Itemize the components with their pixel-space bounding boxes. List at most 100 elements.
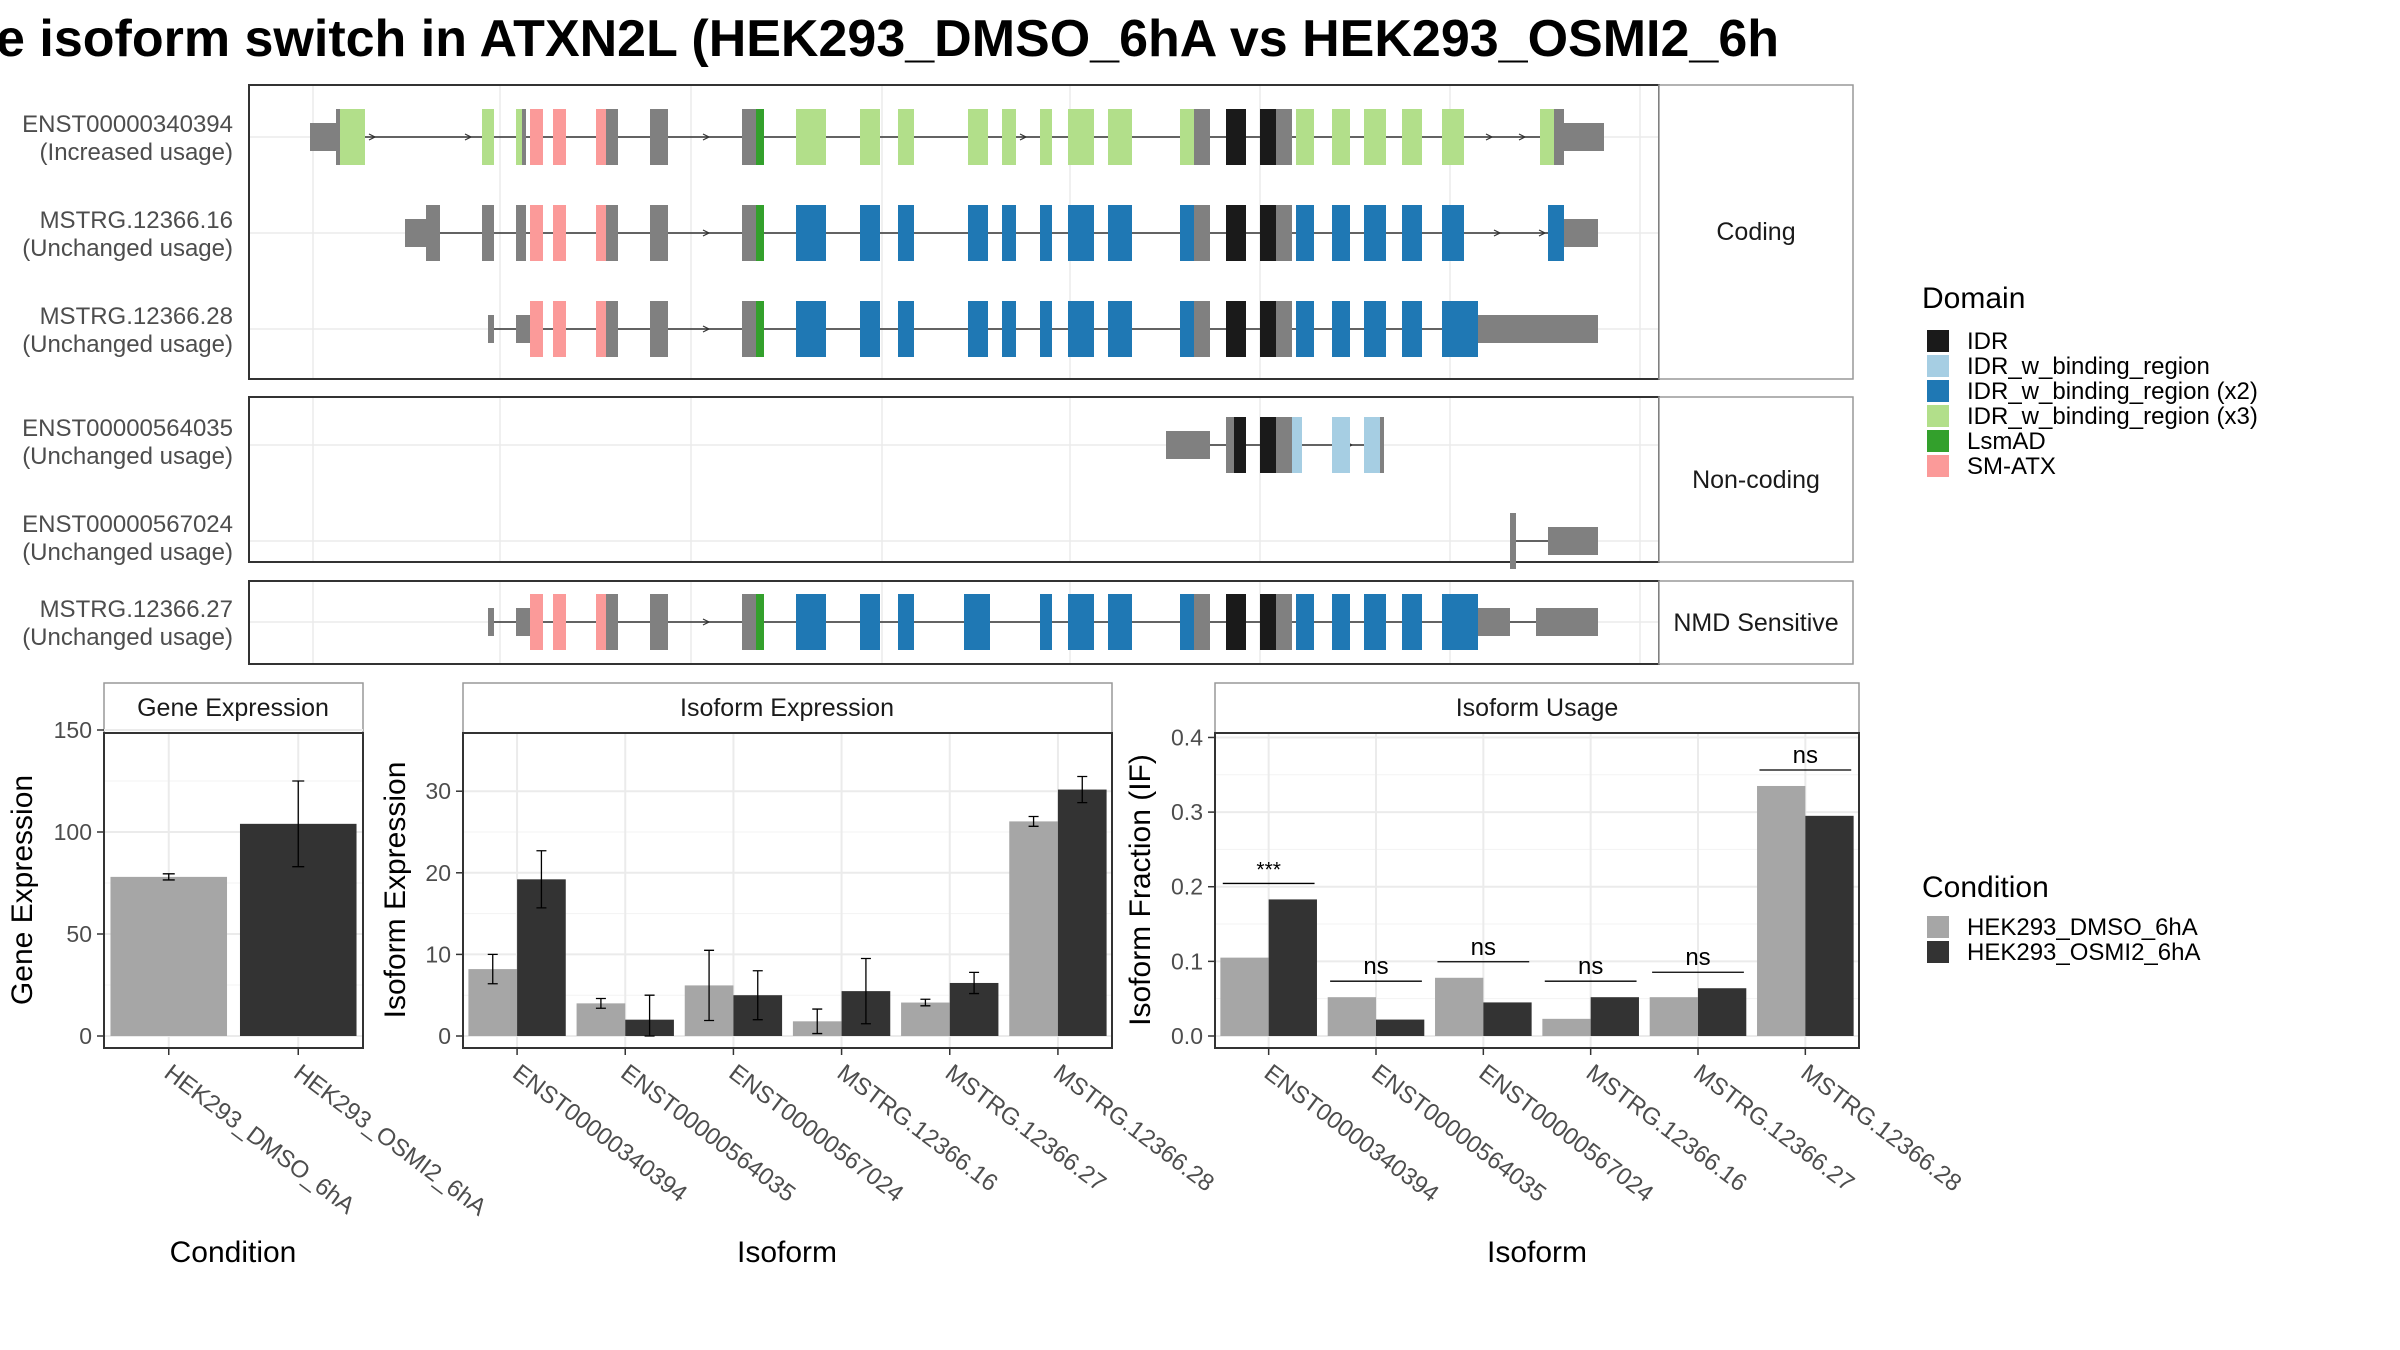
exon-block: [1068, 205, 1094, 261]
exon-block: [1364, 594, 1386, 650]
exon-block: [1548, 205, 1564, 261]
exon-block: [530, 205, 543, 261]
exon-block: [530, 301, 543, 357]
significance-label: ns: [1578, 953, 1603, 980]
exon-block: [1002, 205, 1016, 261]
y-tick-label: 150: [54, 717, 92, 743]
bar: [110, 876, 228, 1036]
exon-block: [1380, 417, 1384, 473]
exon-block: [1478, 608, 1510, 636]
error-bar: [860, 957, 871, 1025]
exon-block: [1040, 205, 1052, 261]
transcript-id-label: MSTRG.12366.16: [40, 207, 233, 234]
transcript-usage-label: (Unchanged usage): [22, 539, 233, 566]
exon-block: [650, 301, 668, 357]
exon-block: [516, 608, 530, 636]
exon-block: [1510, 513, 1516, 569]
domain-legend-label: IDR: [1967, 328, 2008, 355]
exon-block: [650, 205, 668, 261]
exon-block: [606, 301, 618, 357]
exon-block: [1296, 594, 1314, 650]
facet-strip-nmd: [1658, 580, 1854, 665]
exon-block: [488, 608, 494, 636]
y-tick-label: 30: [425, 778, 451, 804]
condition-legend-swatch: [1927, 941, 1949, 963]
isoform-usage-xlabel: Isoform: [1487, 1236, 1587, 1269]
transcript-usage-label: (Unchanged usage): [22, 235, 233, 262]
domain-legend: Domain IDRIDR_w_binding_regionIDR_w_bind…: [1922, 282, 2258, 480]
exon-block: [1108, 109, 1132, 165]
exon-block: [1166, 431, 1210, 459]
bar: [1698, 988, 1747, 1036]
domain-legend-label: IDR_w_binding_region (x2): [1967, 378, 2258, 405]
exon-block: [898, 594, 914, 650]
error-bar: [292, 780, 305, 868]
exon-block: [606, 109, 618, 165]
error-bar: [1028, 815, 1039, 827]
y-tick-label: 100: [54, 819, 92, 845]
isoform-expression-marks: 0 10 20 30 ENST00000340394ENST00000564035ENS…: [425, 732, 1219, 1208]
strand-arrow: [464, 133, 473, 141]
exon-block: [1260, 109, 1276, 165]
condition-legend-swatch: [1927, 916, 1949, 938]
exon-block: [1226, 205, 1246, 261]
transcript-structure-panel: Coding ENST00000340394 (Increased usage)…: [22, 84, 1854, 665]
gene-expression-ylabel: Gene Expression: [6, 775, 39, 1005]
exon-block: [1442, 301, 1478, 357]
exon-block: [1332, 301, 1350, 357]
exon-block: [596, 594, 606, 650]
facet-strip-isoform-usage: [1214, 682, 1860, 734]
isoform-expression-title: Isoform Expression: [680, 694, 894, 722]
exon-block: [756, 205, 764, 261]
strand-arrow: [368, 133, 377, 141]
isoform-usage-ylabel: Isoform Fraction (IF): [1124, 754, 1157, 1026]
error-bar: [536, 850, 547, 909]
x-tick-label: ENST00000340394: [507, 1059, 692, 1207]
exon-block: [964, 594, 990, 650]
error-bar: [487, 953, 498, 985]
exon-block: [1260, 417, 1276, 473]
exon-block: [1332, 594, 1350, 650]
condition-legend-title: Condition: [1922, 871, 2049, 904]
exon-block: [860, 594, 880, 650]
domain-legend-label: LsmAD: [1967, 428, 2046, 455]
facet-strip-noncoding: [1658, 396, 1854, 563]
significance-label: ns: [1471, 934, 1496, 961]
exon-block: [516, 109, 522, 165]
exon-block: [1108, 301, 1132, 357]
strand-arrow: [1518, 133, 1527, 141]
exon-block: [1402, 205, 1422, 261]
domain-legend-swatch: [1927, 330, 1949, 352]
exon-block: [426, 205, 440, 261]
isoform-expression-ylabel: Isoform Expression: [379, 762, 412, 1019]
error-bar: [969, 971, 980, 995]
exon-block: [860, 301, 880, 357]
exon-block: [1180, 109, 1194, 165]
significance-label: ***: [1256, 858, 1281, 881]
plot-border: [462, 732, 1113, 1049]
exon-block: [1564, 219, 1598, 247]
exon-block: [1260, 205, 1276, 261]
exon-block: [530, 594, 543, 650]
bar: [1483, 1002, 1532, 1036]
exon-block: [968, 205, 988, 261]
exon-block: [340, 109, 365, 165]
exon-block: [1276, 594, 1292, 650]
exon-block: [1548, 527, 1598, 555]
facet-strip-isoform-expression: [462, 682, 1113, 734]
transcript-usage-label: (Increased usage): [40, 139, 233, 166]
x-tick-label: ENST00000564035: [616, 1059, 801, 1207]
x-tick-label: ENST00000564035: [1366, 1059, 1551, 1207]
exon-block: [1442, 594, 1478, 650]
error-bar: [920, 998, 931, 1007]
figure-title: e isoform switch in ATXN2L (HEK293_DMSO_…: [0, 10, 1779, 68]
exon-block: [1296, 205, 1314, 261]
exon-block: [1068, 594, 1094, 650]
exon-block: [1260, 594, 1276, 650]
exon-block: [1554, 109, 1564, 165]
y-tick-label: 0.2: [1171, 874, 1203, 900]
exon-block: [336, 109, 340, 165]
exon-block: [756, 301, 764, 357]
exon-block: [1040, 301, 1052, 357]
